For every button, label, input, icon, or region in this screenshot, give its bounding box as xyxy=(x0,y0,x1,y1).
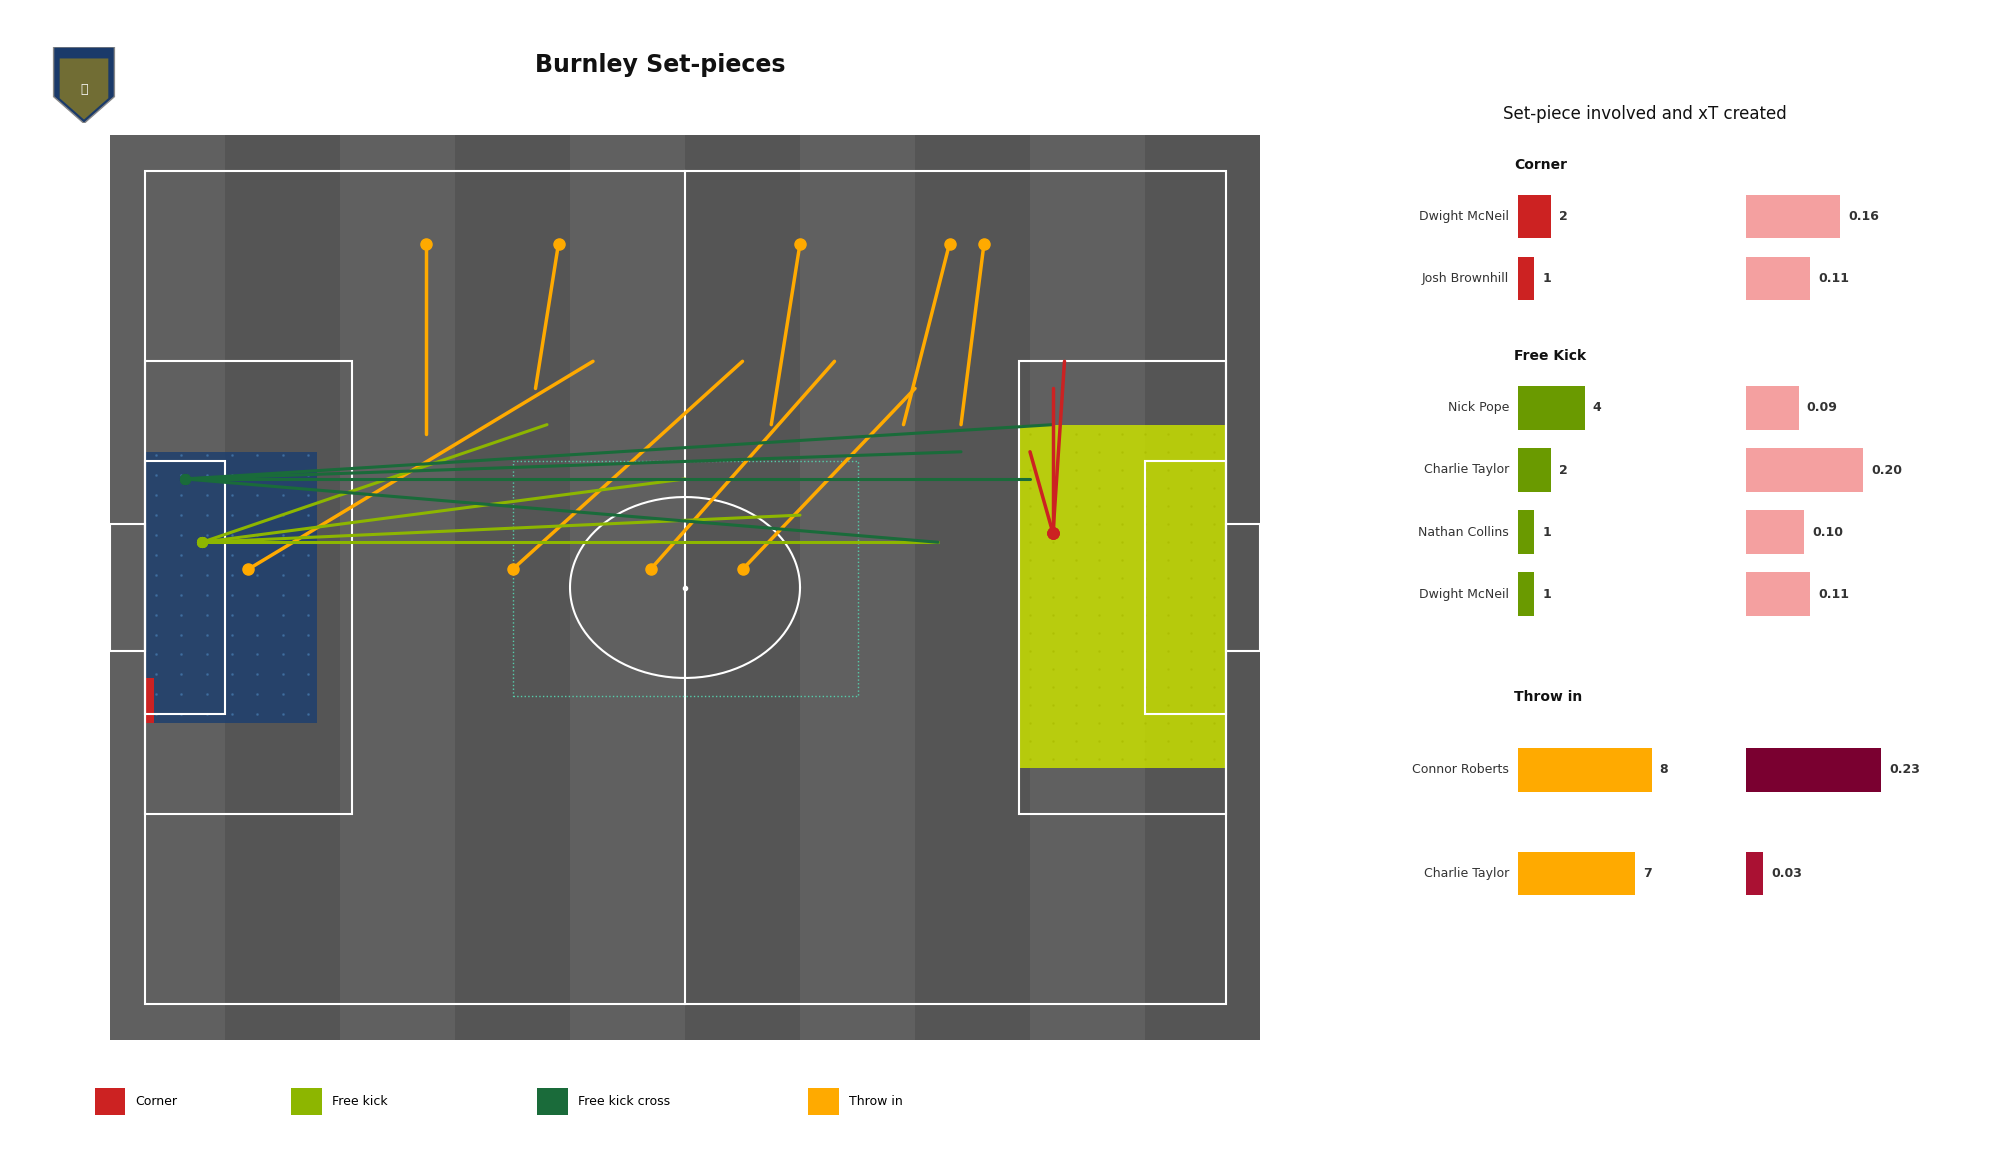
Bar xyxy=(570,135,684,1040)
Bar xyxy=(1746,449,1864,491)
Text: 1: 1 xyxy=(1542,525,1552,538)
Bar xyxy=(292,1088,322,1115)
Bar xyxy=(1746,387,1798,430)
Bar xyxy=(1144,135,1260,1040)
Text: 0.10: 0.10 xyxy=(1812,525,1844,538)
Text: Set-piece involved and xT created: Set-piece involved and xT created xyxy=(1504,105,1786,123)
Text: 2: 2 xyxy=(1560,463,1568,477)
Bar xyxy=(1518,748,1652,792)
Text: Free Kick: Free Kick xyxy=(1514,349,1586,363)
Bar xyxy=(1518,852,1634,895)
Text: Corner: Corner xyxy=(1514,157,1568,172)
Bar xyxy=(1518,195,1552,239)
Text: Connor Roberts: Connor Roberts xyxy=(1412,764,1508,777)
Text: Throw in: Throw in xyxy=(1514,691,1582,705)
Bar xyxy=(800,135,916,1040)
Text: 0.11: 0.11 xyxy=(1818,588,1850,600)
Bar xyxy=(456,135,570,1040)
Polygon shape xyxy=(54,47,114,123)
Text: Josh Brownhill: Josh Brownhill xyxy=(1422,273,1508,286)
Bar xyxy=(1746,852,1764,895)
Bar xyxy=(1746,195,1840,239)
Bar xyxy=(1518,387,1584,430)
Text: 8: 8 xyxy=(1660,764,1668,777)
Bar xyxy=(1746,510,1804,553)
Bar xyxy=(808,1088,838,1115)
Polygon shape xyxy=(60,59,108,120)
Text: Free kick cross: Free kick cross xyxy=(578,1095,670,1108)
Bar xyxy=(1746,572,1810,616)
Text: 0.20: 0.20 xyxy=(1872,463,1902,477)
Bar xyxy=(144,362,352,813)
Bar xyxy=(512,461,858,696)
Bar xyxy=(1144,461,1226,714)
Text: 7: 7 xyxy=(1642,867,1652,880)
Text: 2: 2 xyxy=(1560,210,1568,223)
Text: 1: 1 xyxy=(1542,588,1552,600)
Bar xyxy=(538,1088,568,1115)
Text: 4: 4 xyxy=(1592,402,1602,415)
Text: Charlie Taylor: Charlie Taylor xyxy=(1424,463,1508,477)
Text: 1: 1 xyxy=(1542,273,1552,286)
Bar xyxy=(224,135,340,1040)
Bar xyxy=(1746,748,1882,792)
Bar xyxy=(1746,257,1810,301)
Text: Charlie Taylor: Charlie Taylor xyxy=(1424,867,1508,880)
Text: Dwight McNeil: Dwight McNeil xyxy=(1418,210,1508,223)
Bar xyxy=(144,678,154,724)
Text: 0.23: 0.23 xyxy=(1890,764,1920,777)
Bar xyxy=(110,135,224,1040)
Text: Dwight McNeil: Dwight McNeil xyxy=(1418,588,1508,600)
Bar xyxy=(1518,449,1552,491)
Bar xyxy=(1518,572,1534,616)
Text: Corner: Corner xyxy=(136,1095,178,1108)
Bar xyxy=(684,135,800,1040)
Bar xyxy=(916,135,1030,1040)
Bar xyxy=(144,461,224,714)
Bar xyxy=(1018,362,1226,813)
Bar xyxy=(94,1088,126,1115)
Bar xyxy=(110,524,144,651)
Bar xyxy=(1030,135,1144,1040)
Bar xyxy=(1518,257,1534,301)
Text: 0.03: 0.03 xyxy=(1772,867,1802,880)
Text: Burnley Set-pieces: Burnley Set-pieces xyxy=(534,53,786,76)
Bar xyxy=(144,452,316,724)
Text: Throw in: Throw in xyxy=(848,1095,902,1108)
Text: 0.09: 0.09 xyxy=(1806,402,1838,415)
Text: Nick Pope: Nick Pope xyxy=(1448,402,1508,415)
Text: Free kick: Free kick xyxy=(332,1095,388,1108)
Bar xyxy=(1018,424,1226,768)
Text: 0.16: 0.16 xyxy=(1848,210,1878,223)
Text: Nathan Collins: Nathan Collins xyxy=(1418,525,1508,538)
Bar xyxy=(1518,510,1534,553)
Bar xyxy=(1226,524,1260,651)
Bar xyxy=(340,135,456,1040)
Text: 0.11: 0.11 xyxy=(1818,273,1850,286)
Text: ⚽: ⚽ xyxy=(80,82,88,95)
